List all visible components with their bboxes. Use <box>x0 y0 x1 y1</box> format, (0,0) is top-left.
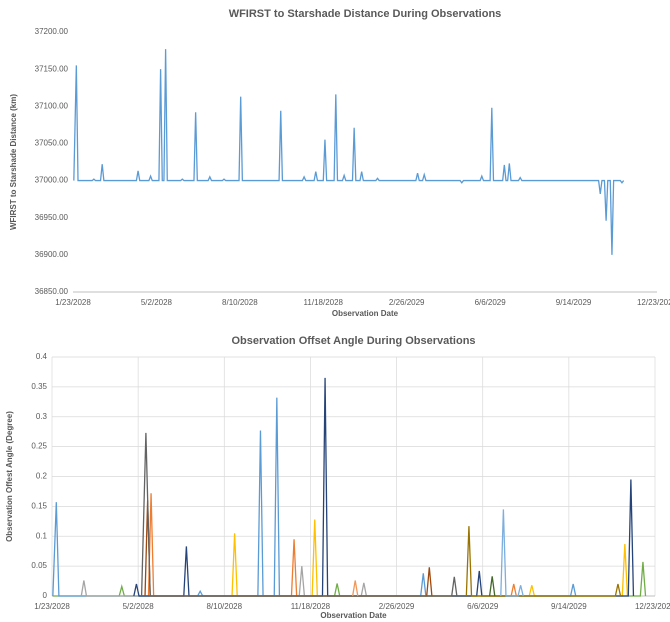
y-tick-label: 0.3 <box>36 412 48 421</box>
y-tick-label: 0.1 <box>36 531 48 540</box>
series-line <box>73 49 625 255</box>
x-axis-title: Observation Date <box>320 611 387 620</box>
y-tick-label: 36900.00 <box>35 250 69 259</box>
x-tick-label: 1/23/2028 <box>34 602 70 611</box>
x-tick-label: 12/23/2029 <box>635 602 670 611</box>
series-line <box>80 566 368 597</box>
x-tick-label: 2/26/2029 <box>379 602 415 611</box>
chart-title: Observation Offset Angle During Observat… <box>231 335 475 347</box>
series-line <box>500 509 524 597</box>
x-tick-label: 6/6/2029 <box>475 298 507 307</box>
y-tick-label: 36850.00 <box>35 287 69 296</box>
x-tick-label: 11/18/2028 <box>291 602 331 611</box>
x-tick-label: 9/14/2029 <box>556 298 592 307</box>
x-tick-label: 2/26/2029 <box>389 298 425 307</box>
y-tick-label: 37000.00 <box>35 176 69 185</box>
x-tick-label: 5/2/2028 <box>123 602 155 611</box>
x-tick-label: 8/10/2028 <box>206 602 242 611</box>
chart-title: WFIRST to Starshade Distance During Obse… <box>229 8 502 20</box>
y-tick-label: 37150.00 <box>35 64 69 73</box>
y-tick-label: 37050.00 <box>35 139 69 148</box>
series-line <box>231 519 629 597</box>
series-line <box>488 576 496 597</box>
x-tick-label: 11/18/2028 <box>304 298 344 307</box>
y-tick-label: 37100.00 <box>35 101 69 110</box>
x-tick-label: 8/10/2028 <box>222 298 258 307</box>
x-tick-label: 1/23/2028 <box>55 298 91 307</box>
y-tick-label: 36950.00 <box>35 213 69 222</box>
series-line <box>52 561 647 597</box>
series-line <box>351 580 359 597</box>
x-tick-label: 12/23/2029 <box>637 298 670 307</box>
x-tick-label: 6/6/2029 <box>467 602 499 611</box>
y-axis-title: Observation Offest Angle (Degree) <box>5 411 14 542</box>
x-tick-label: 5/2/2028 <box>141 298 173 307</box>
series-line <box>133 377 635 597</box>
y-axis-title: WFIRST to Starshade Distance (km) <box>9 94 18 230</box>
series-line <box>465 526 622 597</box>
x-tick-label: 9/14/2029 <box>551 602 587 611</box>
y-tick-label: 0.35 <box>31 382 47 391</box>
x-axis-title: Observation Date <box>332 309 399 318</box>
y-tick-label: 37200.00 <box>35 27 69 36</box>
y-tick-label: 0 <box>43 591 48 600</box>
series-line <box>147 493 517 597</box>
y-tick-label: 0.25 <box>31 442 47 451</box>
series-line <box>140 432 458 597</box>
y-tick-label: 0.4 <box>36 352 48 361</box>
y-tick-label: 0.05 <box>31 561 47 570</box>
y-tick-label: 0.15 <box>31 501 47 510</box>
y-tick-label: 0.2 <box>36 472 48 481</box>
